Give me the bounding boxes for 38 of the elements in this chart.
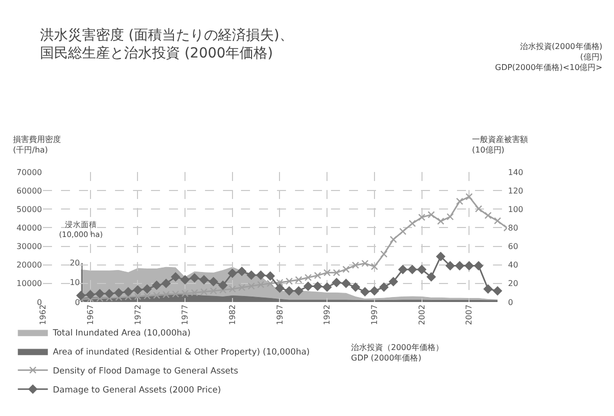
text: 治水投資(2000年価格) (億円) GDP(2000年価格)<10億円>: [495, 42, 602, 72]
y2-tick-label: 20: [508, 279, 518, 288]
legend-label: Area of inundated (Residential & Other Property) (10,000ha): [52, 347, 310, 358]
x-tick-label: 1967: [86, 304, 95, 325]
y-tick-label: 50000: [16, 204, 42, 214]
y-tick-label: 10000: [16, 279, 42, 288]
y3-tick-label: 20: [70, 258, 80, 268]
chart-subtitle: 国民総生産と治水投資 (2000年価格): [40, 46, 274, 62]
y2-tick-label: 40: [508, 260, 518, 270]
x-tick-label: 1982: [228, 304, 237, 325]
x-tick-label: 1962: [38, 304, 48, 325]
y2-tick-label: 60: [508, 242, 518, 252]
x-tick-label: 2002: [417, 304, 426, 325]
legend-label: Damage to General Assets (2000 Price): [52, 385, 221, 396]
y-tick-label: 0: [36, 298, 42, 307]
y2-tick-label: 120: [508, 186, 524, 196]
y-tick-label: 30000: [16, 242, 42, 252]
x-tick-label: 1997: [370, 304, 380, 325]
x-tick-label: 1992: [322, 304, 332, 325]
y-tick-label: 20000: [16, 260, 42, 270]
legend-label: Total Inundated Area (10,000ha): [52, 328, 191, 338]
x-tick-label: 1987: [275, 304, 284, 325]
y-tick-label: 70000: [16, 168, 42, 177]
y-tick-label: 40000: [16, 224, 42, 233]
y2-tick-label: 80: [508, 224, 518, 233]
x-tick-label: 2007: [464, 304, 474, 325]
text: 治水投資（2000年価格） GDP (2000年価格): [351, 343, 444, 362]
chart-title: 洪水災害密度 (面積当たりの経済損失)、: [40, 28, 294, 44]
y3-tick-label: 10: [70, 278, 80, 288]
y-tick-label: 60000: [16, 186, 42, 196]
y-axis-title: 損害費用密度 (千円/ha): [13, 135, 61, 154]
y2-tick-label: 0: [508, 298, 514, 307]
x-tick-label: 1977: [180, 304, 190, 325]
y2-axis-title: 一般資産被害額 (10億円): [472, 135, 528, 154]
y2-tick-label: 140: [508, 168, 524, 177]
y2-tick-label: 100: [508, 204, 524, 214]
legend-label: Density of Flood Damage to General Assets: [52, 366, 239, 376]
x-tick-label: 1972: [133, 304, 142, 325]
